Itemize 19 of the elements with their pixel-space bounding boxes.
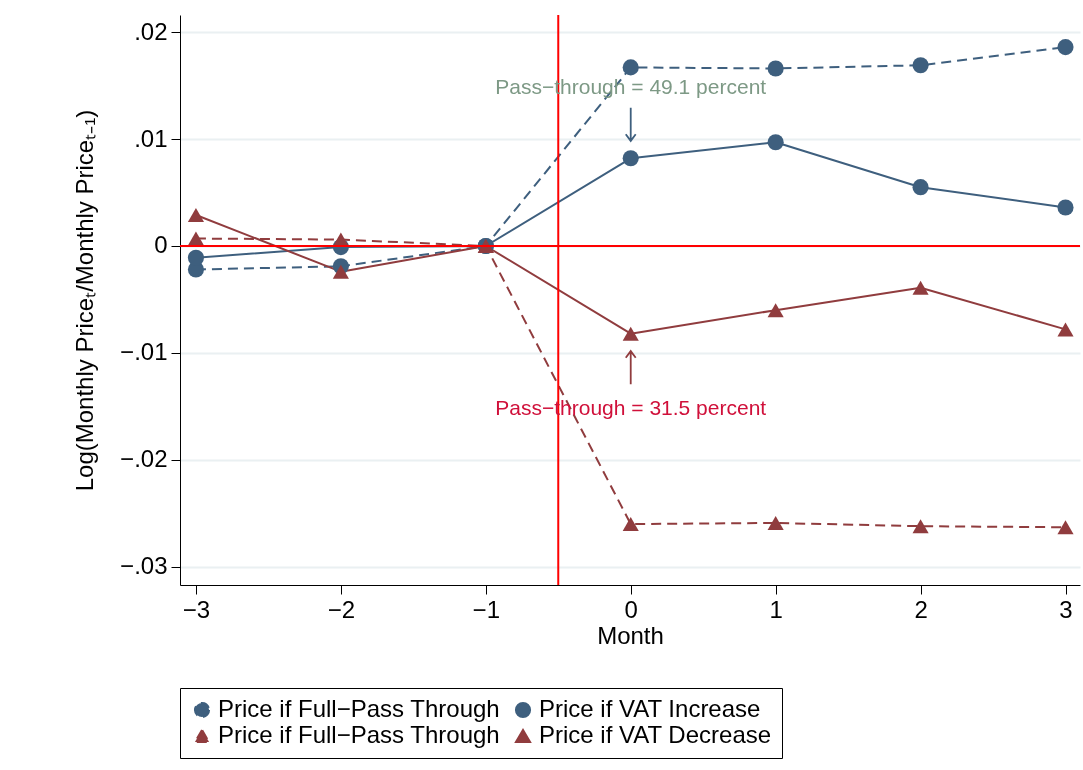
x-tick-label: 1 — [769, 595, 783, 623]
x-tick-label: −2 — [327, 595, 356, 623]
legend-label: Price if VAT Increase — [539, 695, 761, 722]
y-tick-label: 0 — [154, 231, 168, 259]
legend-label: Price if Full−Pass Through — [218, 695, 500, 722]
legend-label: Price if VAT Decrease — [539, 721, 772, 748]
x-tick-label: −1 — [472, 595, 500, 623]
y-tick-label: −.02 — [120, 445, 168, 473]
x-tick-label: −3 — [182, 595, 211, 623]
y-tick-label: .01 — [134, 124, 168, 152]
x-tick-label: 2 — [914, 595, 928, 623]
y-tick-label: .02 — [134, 17, 168, 45]
x-tick-label: 0 — [624, 595, 638, 623]
y-tick-label: −.01 — [120, 338, 168, 366]
legend-label: Price if Full−Pass Through — [218, 721, 500, 748]
x-tick-label: 3 — [1059, 595, 1073, 623]
y-axis-title: Log(Monthly Priceₜ/Monthly Priceₜ₋₁) — [71, 109, 99, 492]
x-axis-title: Month — [597, 621, 664, 649]
y-tick-label: −.03 — [120, 552, 168, 580]
